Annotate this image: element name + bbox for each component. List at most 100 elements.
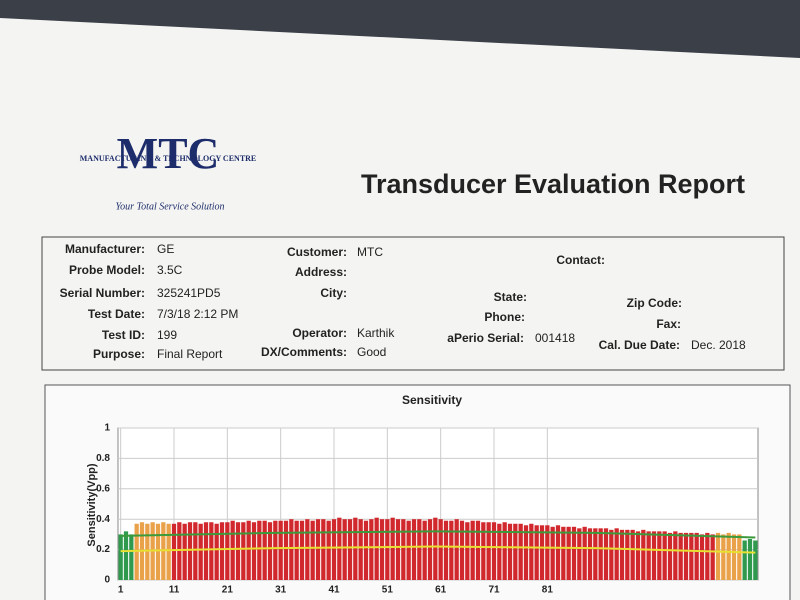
bar: [219, 522, 225, 580]
bar: [523, 525, 529, 580]
bar: [331, 519, 337, 580]
bar: [678, 532, 683, 580]
company-name: MANUFACTURING & TECHNOLOGY CENTRE: [80, 154, 257, 163]
y-tick-label: 0.6: [96, 483, 110, 494]
bar: [379, 519, 385, 580]
bar: [353, 517, 358, 580]
bar: [385, 519, 390, 580]
info-box: [41, 236, 785, 371]
bar: [710, 534, 715, 580]
bar: [129, 534, 134, 580]
bar: [193, 522, 198, 580]
bar: [251, 522, 257, 580]
bar: [337, 517, 342, 580]
bar: [342, 519, 347, 580]
y-axis-label: Sensitivity(Vpp): [86, 463, 98, 546]
bar: [571, 526, 577, 580]
bar: [513, 523, 518, 580]
field-label: State:: [494, 290, 527, 304]
bar: [721, 534, 726, 580]
bar: [619, 529, 625, 580]
bar: [315, 519, 321, 580]
bar: [737, 534, 742, 580]
bar: [657, 531, 662, 580]
field-value: 325241PD5: [157, 286, 221, 300]
bar: [486, 522, 491, 580]
field-label: Address:: [295, 265, 347, 279]
field-value: 001418: [535, 331, 575, 345]
bar: [230, 520, 235, 580]
tagline: Your Total Service Solution: [116, 201, 225, 212]
info-fields: Manufacturer: GE Probe Model: 3.5C Serial Nu…: [60, 242, 746, 361]
bar: [465, 522, 470, 580]
bar: [305, 519, 310, 580]
field-value: Final Report: [157, 347, 223, 361]
bar: [561, 526, 566, 580]
bar: [598, 528, 603, 580]
bar: [587, 528, 593, 580]
bar: [625, 529, 630, 580]
bar: [198, 523, 203, 580]
bar: [481, 522, 486, 580]
field-value: Good: [357, 345, 386, 359]
bar: [262, 520, 267, 580]
bar: [241, 522, 246, 580]
y-tick-label: 0.4: [96, 514, 110, 525]
field-label: DX/Comments:: [261, 345, 347, 359]
bar: [651, 531, 657, 580]
bar: [273, 520, 278, 580]
bar: [321, 519, 326, 580]
bar: [459, 520, 465, 580]
bar: [753, 540, 758, 580]
bar: [118, 534, 123, 580]
bar: [406, 520, 411, 580]
bar: [731, 534, 737, 580]
bar: [635, 531, 641, 580]
bar: [289, 519, 294, 580]
bar: [363, 520, 369, 580]
field-label: Purpose:: [93, 347, 145, 361]
bar: [326, 520, 331, 580]
bar: [134, 523, 139, 580]
x-tick-label: 1: [118, 585, 124, 596]
bar: [310, 520, 315, 580]
bar: [614, 528, 619, 580]
bar: [347, 519, 353, 580]
x-tick-label: 31: [275, 585, 287, 596]
bar: [267, 522, 273, 580]
bar: [534, 525, 539, 580]
bar: [246, 520, 251, 580]
field-value: 7/3/18 2:12 PM: [157, 307, 238, 321]
bar: [566, 526, 571, 580]
bar: [299, 520, 305, 580]
bar: [507, 523, 513, 580]
bar: [417, 519, 422, 580]
x-tick-label: 71: [488, 585, 500, 596]
field-value: MTC: [357, 245, 383, 259]
bar: [411, 519, 417, 580]
bar: [705, 532, 710, 580]
bar: [358, 519, 363, 580]
report-title: Transducer Evaluation Report: [361, 169, 745, 199]
bar: [257, 520, 262, 580]
bar: [225, 522, 230, 580]
x-tick-label: 51: [382, 585, 394, 596]
bar: [545, 525, 550, 580]
bar: [747, 538, 753, 580]
bar: [555, 525, 561, 580]
x-tick-label: 61: [435, 585, 447, 596]
field-value: Karthik: [357, 326, 395, 340]
y-tick-label: 0.8: [96, 453, 110, 464]
bar: [694, 532, 699, 580]
bar: [235, 522, 241, 580]
field-label: City:: [320, 286, 347, 300]
bar: [529, 523, 534, 580]
field-label: Zip Code:: [627, 296, 682, 310]
bar: [630, 529, 635, 580]
bar: [171, 523, 177, 580]
bar: [145, 523, 150, 580]
field-label: Manufacturer:: [65, 242, 145, 256]
field-value: 3.5C: [157, 263, 183, 277]
bar: [427, 519, 433, 580]
